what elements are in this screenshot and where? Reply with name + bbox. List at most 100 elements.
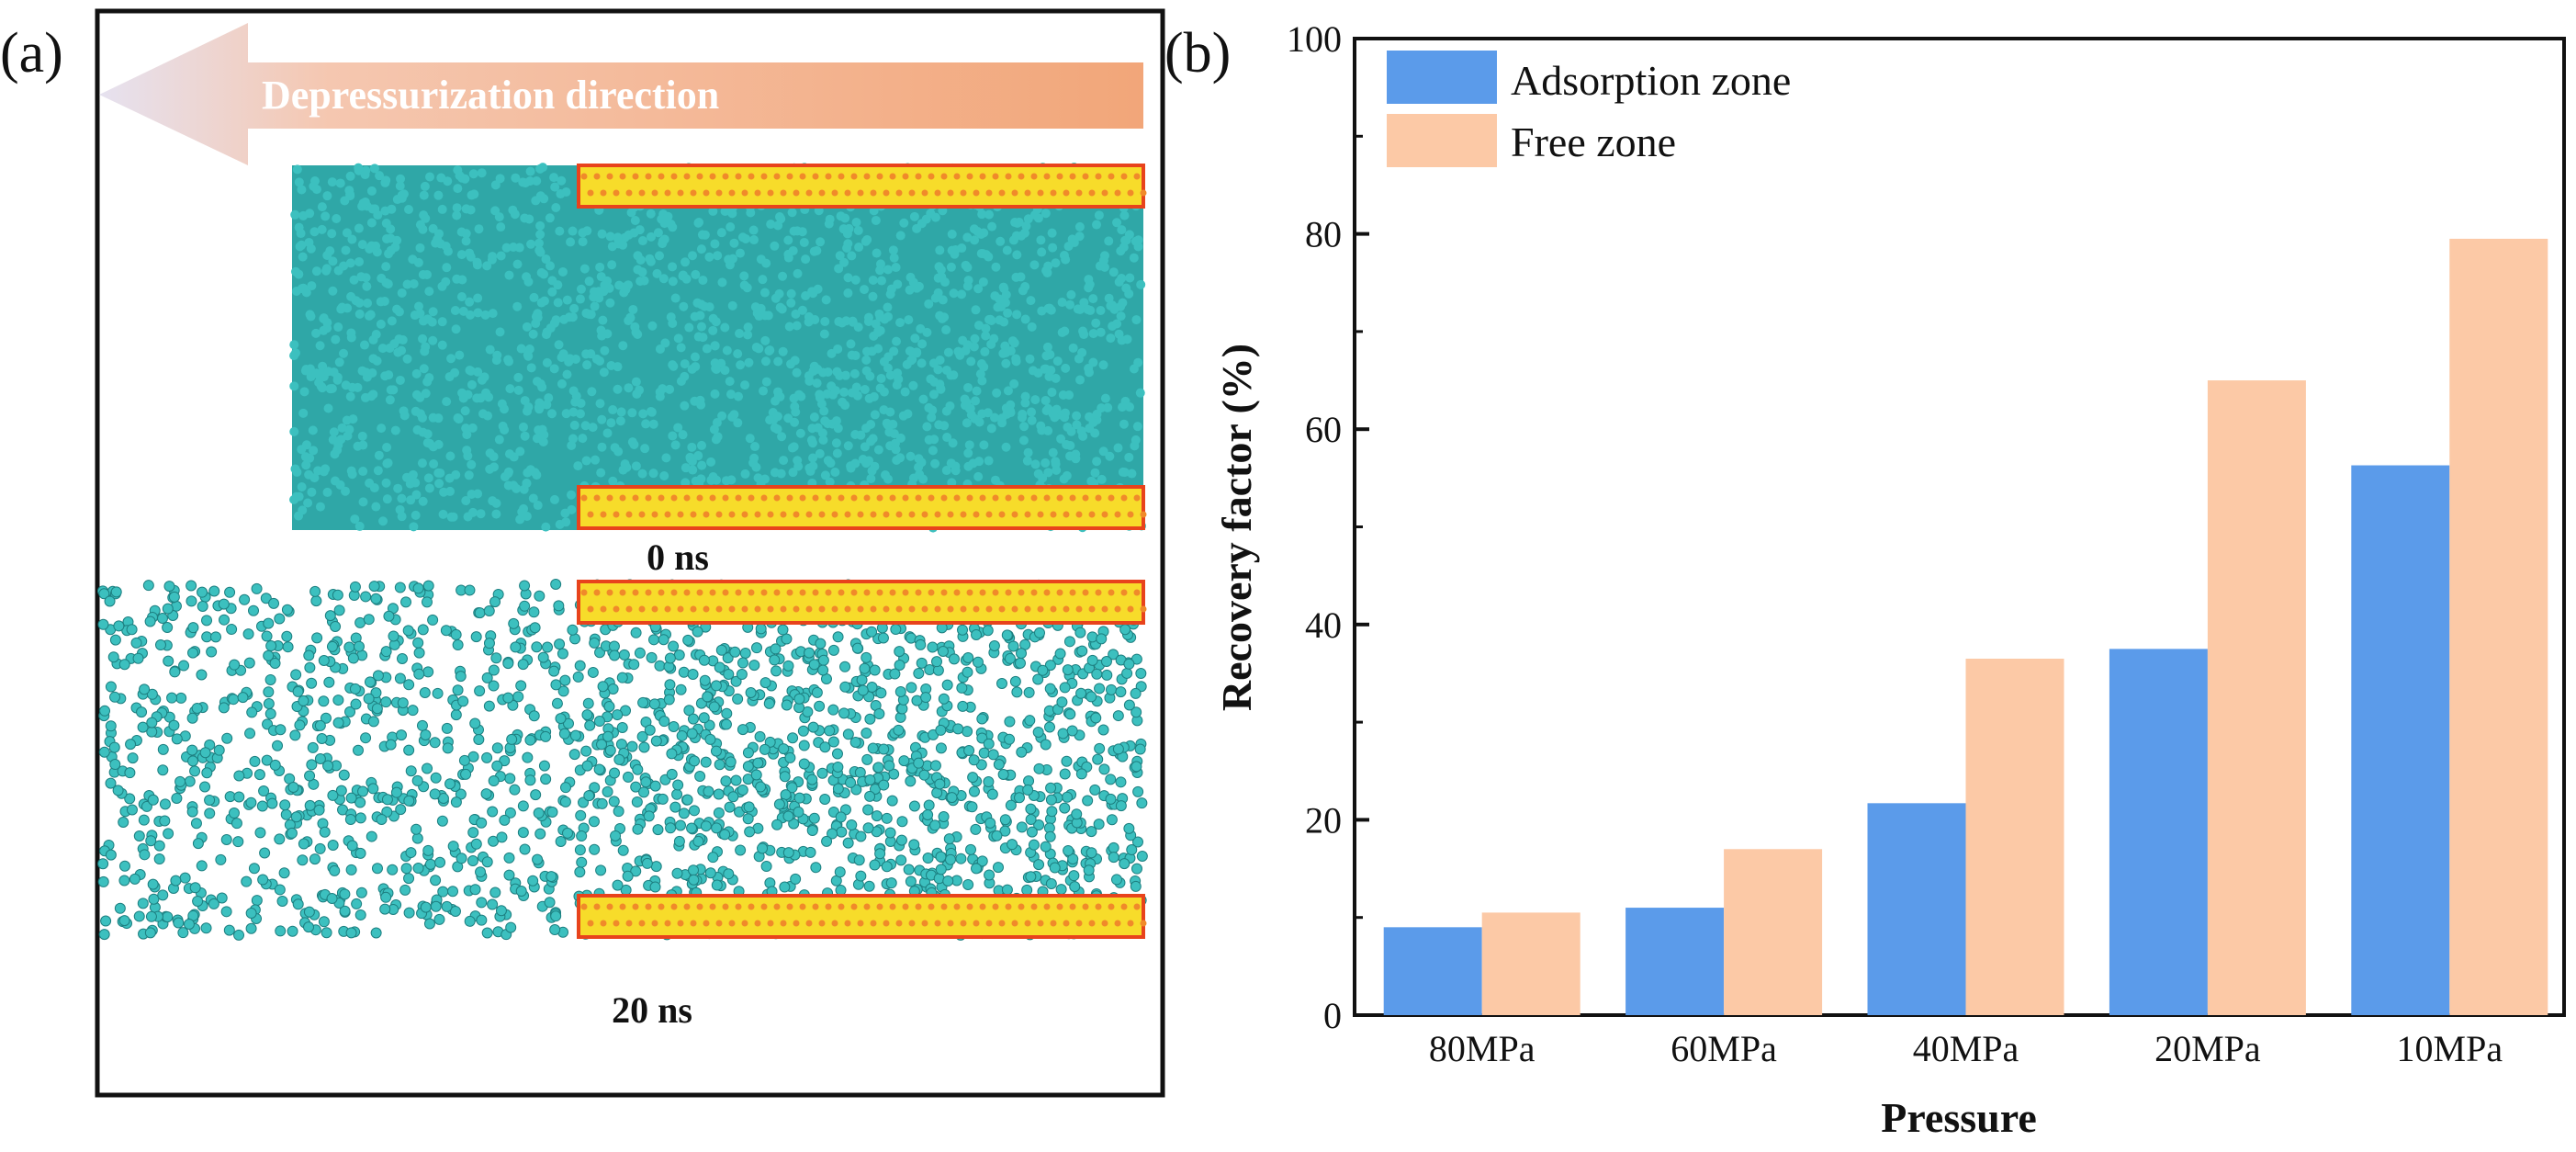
wall-atom [889, 589, 896, 596]
molecule [1025, 354, 1035, 364]
molecule [924, 299, 934, 309]
molecule [983, 776, 995, 788]
molecule [646, 209, 656, 219]
molecule [962, 666, 973, 678]
molecule [1074, 221, 1085, 232]
molecule [730, 774, 742, 786]
wall-atom [979, 589, 986, 596]
molecule [324, 610, 336, 622]
molecule [392, 304, 402, 314]
molecule [551, 203, 561, 213]
molecule [673, 333, 683, 344]
molecule [771, 293, 781, 303]
molecule [344, 813, 356, 825]
molecule [885, 877, 897, 889]
molecule [368, 334, 378, 344]
molecule [816, 767, 828, 779]
wall-atom [735, 903, 742, 910]
molecule [648, 698, 660, 710]
molecule [888, 419, 898, 429]
molecule [399, 884, 411, 896]
molecule [399, 189, 409, 199]
wall-atom [985, 920, 993, 927]
molecule [490, 180, 501, 190]
molecule [561, 517, 571, 527]
wall-atom [677, 605, 684, 613]
molecule [1079, 330, 1089, 340]
molecule [534, 238, 544, 248]
molecule [1075, 768, 1087, 780]
molecule [590, 301, 600, 311]
molecule [584, 719, 596, 731]
molecule [638, 786, 650, 798]
molecule [503, 467, 513, 477]
molecule [346, 840, 358, 852]
molecule [347, 469, 357, 480]
molecule [895, 231, 906, 241]
molecule [496, 251, 506, 261]
molecule [532, 853, 544, 865]
molecule [320, 712, 332, 724]
molecule [670, 440, 681, 450]
molecule [970, 823, 982, 835]
molecule [245, 908, 257, 920]
molecule [476, 509, 486, 519]
molecule [599, 367, 609, 378]
wall-atom [613, 605, 620, 613]
molecule [468, 169, 478, 179]
molecule [581, 709, 593, 721]
molecule [914, 454, 924, 464]
molecule [328, 286, 338, 296]
molecule [422, 844, 434, 856]
molecule [720, 775, 732, 787]
molecule [141, 800, 152, 812]
molecule [1136, 279, 1146, 289]
molecule [549, 924, 561, 936]
molecule [220, 906, 232, 918]
molecule [861, 651, 872, 663]
molecule [400, 596, 412, 608]
molecule [1041, 406, 1052, 416]
molecule [323, 403, 333, 413]
molecule [1027, 322, 1037, 332]
molecule [424, 287, 434, 297]
molecule [944, 853, 956, 865]
molecule [569, 633, 581, 645]
molecule [609, 767, 621, 779]
wall-atom [1101, 511, 1108, 518]
wall-atom [773, 589, 781, 596]
molecule [832, 761, 844, 773]
wall-atom [696, 903, 703, 910]
molecule [208, 898, 219, 909]
molecule [760, 861, 772, 873]
wall-atom [1069, 903, 1076, 910]
wall-atom [953, 589, 961, 596]
molecule [411, 406, 421, 416]
molecule [1021, 221, 1031, 232]
molecule [166, 692, 178, 704]
molecule [363, 298, 373, 308]
molecule [105, 681, 117, 693]
molecule [720, 322, 730, 333]
molecule [545, 261, 555, 271]
molecule [578, 228, 588, 238]
molecule [840, 401, 850, 411]
molecule [458, 306, 468, 316]
molecule [893, 724, 905, 736]
molecule [680, 401, 690, 411]
molecule [548, 665, 560, 677]
wall-top-20ns [577, 580, 1145, 625]
wall-atom [915, 494, 922, 502]
molecule [580, 421, 591, 431]
molecule [928, 390, 939, 400]
molecule [613, 362, 623, 372]
molecule [1006, 406, 1016, 416]
wall-atom [1120, 173, 1128, 180]
molecule [964, 440, 974, 450]
molecule [745, 434, 755, 444]
molecule [1003, 308, 1013, 318]
molecule [617, 844, 629, 856]
molecule [464, 915, 476, 927]
molecule [330, 620, 342, 632]
